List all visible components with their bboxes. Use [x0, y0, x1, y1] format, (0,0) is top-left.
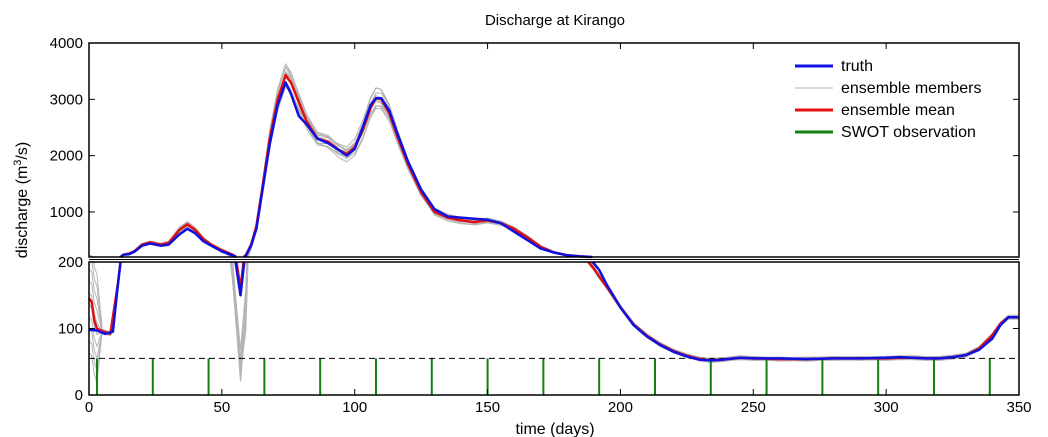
x-tick-label: 100 [342, 399, 367, 416]
y-tick-label-upper: 3000 [50, 91, 83, 108]
swot-observation-layer [95, 358, 991, 395]
chart-title: Discharge at Kirango [485, 12, 625, 29]
y-axis-label-superscript: 3 [12, 160, 24, 166]
lower-panel-frame [88, 261, 1020, 396]
ensemble-member-upper-segment [119, 224, 232, 258]
x-tick-label: 300 [874, 399, 899, 416]
x-axis-label: time (days) [515, 421, 594, 437]
truth-line-upper-segment [243, 81, 593, 259]
x-tick-label: 200 [608, 399, 633, 416]
ensemble-member-upper-segment [119, 224, 231, 258]
series-layer [88, 73, 1019, 362]
ensemble-member-upper-segment [119, 223, 232, 258]
tick-layer: 0 50 100 150 200 250 300 350 1000 2000 3000 4000 0 10… [50, 35, 1032, 416]
ensemble-member-upper-segment [119, 225, 231, 258]
ensemble-member-upper-segment [120, 221, 234, 258]
ensemble-mean-line-upper-segment [119, 223, 238, 259]
ensemble-member-lower-segment [589, 261, 1020, 362]
legend: truth ensemble members ensemble mean SWOT o… [795, 58, 982, 141]
ensemble-member-lower-segment [586, 261, 1020, 362]
y-tick-label-upper: 4000 [50, 35, 83, 52]
ensemble-member-upper-segment [120, 222, 233, 258]
truth-line-lower-segment [88, 261, 122, 336]
ensemble-member-lower-segment [589, 261, 1020, 362]
x-tick-label: 350 [1006, 399, 1031, 416]
x-tick-label: 150 [475, 399, 500, 416]
ensemble-member-lower-segment [587, 261, 1020, 363]
y-axis-label: discharge (m3/s) [12, 142, 31, 258]
ensemble-member-lower-segment [588, 261, 1020, 363]
ensemble-member-lower-segment [587, 261, 1020, 363]
truth-line-lower-segment [591, 261, 1019, 362]
ensemble-mean-line-lower-segment [587, 261, 1019, 362]
legend-entry-label: SWOT observation [841, 124, 976, 141]
ensemble-member-lower-segment [589, 261, 1020, 362]
y-tick-label-lower: 200 [58, 254, 83, 271]
truth-line-upper-segment [119, 227, 237, 259]
ensemble-member-lower-segment [586, 261, 1020, 362]
y-tick-label-upper: 2000 [50, 148, 83, 165]
ensemble-member-lower-segment [229, 261, 249, 379]
y-axis-label-tail: /s) [14, 142, 31, 160]
x-tick-label: 250 [741, 399, 766, 416]
legend-entry-label: ensemble members [841, 80, 982, 97]
ensemble-member-lower-segment [589, 261, 1020, 362]
y-tick-label-lower: 100 [58, 321, 83, 338]
ensemble-member-upper-segment [120, 224, 234, 258]
y-tick-label-lower: 0 [75, 387, 83, 404]
legend-entry-label: ensemble mean [841, 102, 955, 119]
y-axis-label-base: discharge (m [14, 166, 31, 258]
ensemble-member-lower-segment [586, 261, 1020, 361]
x-tick-label: 50 [214, 399, 231, 416]
legend-entry-label: truth [841, 58, 873, 75]
y-tick-label-upper: 1000 [50, 204, 83, 221]
truth-line-lower-segment [234, 261, 246, 297]
upper-panel-frame [88, 42, 1020, 258]
x-tick-label: 0 [85, 399, 93, 416]
